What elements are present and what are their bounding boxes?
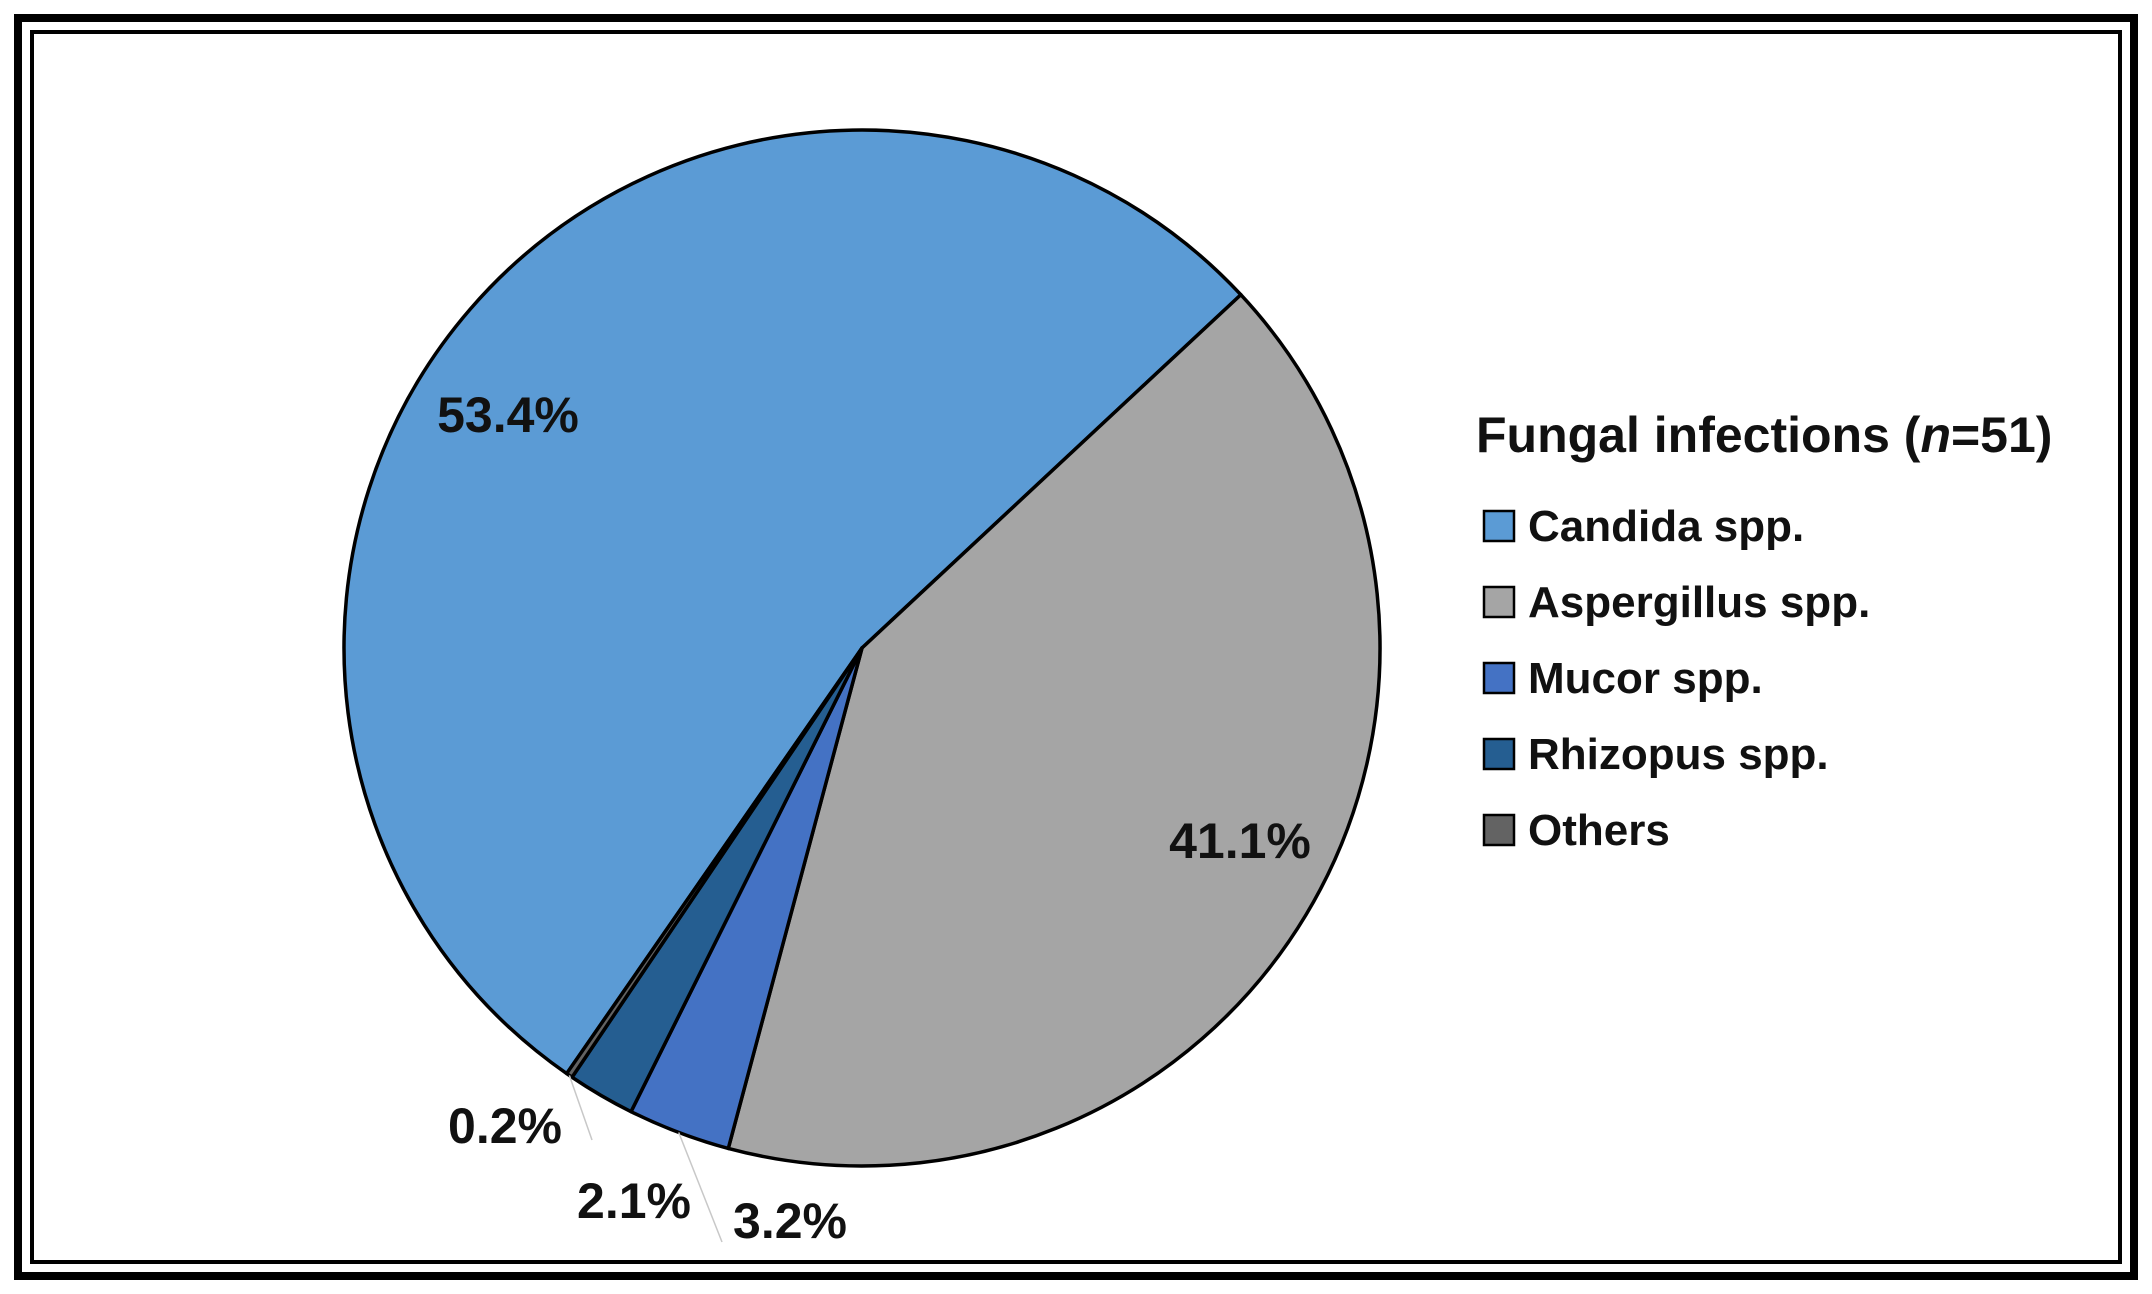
pie-labels: 53.4% 41.1% 3.2% 2.1% 0.2%	[437, 387, 1311, 1249]
legend-swatch	[1482, 585, 1516, 619]
slice-candida	[342, 128, 1243, 1076]
legend-item-rhizopus: Rhizopus spp.	[1482, 730, 1829, 779]
legend-title: Fungal infections (n=51)	[1476, 407, 2052, 463]
legend: Fungal infections (n=51) Candida spp. Asp…	[1476, 407, 2052, 855]
leader-line	[568, 1075, 593, 1141]
leader-line	[678, 1132, 723, 1243]
label-candida: 53.4%	[437, 387, 579, 443]
legend-label: Aspergillus spp.	[1528, 578, 1870, 627]
legend-label: Mucor spp.	[1528, 654, 1763, 703]
label-others: 0.2%	[448, 1098, 562, 1154]
inner-frame	[30, 30, 2122, 1264]
legend-item-candida: Candida spp.	[1482, 502, 1804, 551]
legend-item-mucor: Mucor spp.	[1482, 654, 1763, 703]
pie-chart	[342, 128, 1382, 1168]
label-aspergillus: 41.1%	[1169, 813, 1311, 869]
label-rhizopus: 2.1%	[577, 1173, 691, 1229]
slice-others	[564, 646, 864, 1079]
legend-label: Others	[1528, 806, 1670, 855]
label-mucor: 3.2%	[733, 1193, 847, 1249]
legend-item-aspergillus: Aspergillus spp.	[1482, 578, 1870, 627]
legend-item-others: Others	[1482, 806, 1670, 855]
legend-label: Rhizopus spp.	[1528, 730, 1829, 779]
legend-swatch	[1482, 813, 1516, 847]
legend-label: Candida spp.	[1528, 502, 1804, 551]
legend-swatch	[1482, 737, 1516, 771]
legend-swatch	[1482, 509, 1516, 543]
legend-swatch	[1482, 661, 1516, 695]
outer-frame	[14, 14, 2138, 1280]
slice-aspergillus	[726, 292, 1382, 1168]
